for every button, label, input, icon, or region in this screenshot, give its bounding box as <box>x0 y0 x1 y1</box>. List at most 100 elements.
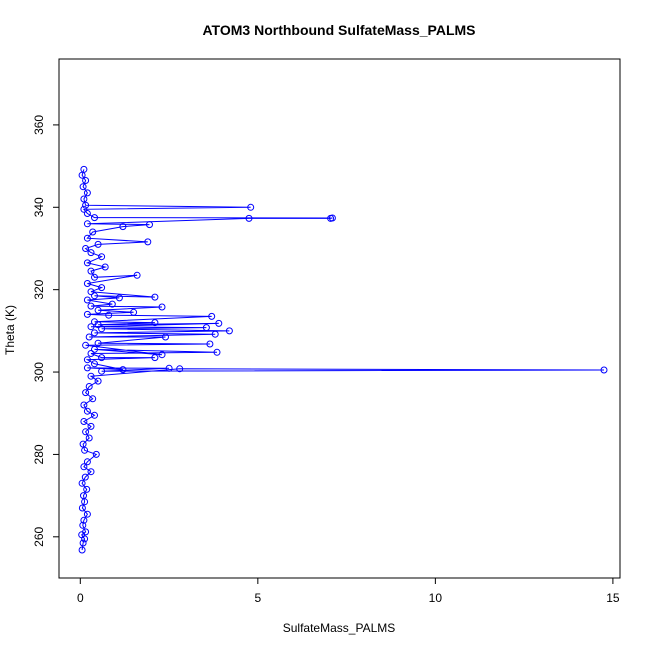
data-point <box>87 372 95 380</box>
data-point <box>133 271 141 279</box>
data-point <box>158 303 166 311</box>
data-point <box>206 340 214 348</box>
data-point <box>211 330 219 338</box>
data-point <box>83 234 91 242</box>
data-point <box>79 539 87 547</box>
data-point <box>78 504 86 512</box>
y-tick-label: 360 <box>32 115 46 135</box>
data-point <box>79 521 87 529</box>
data-point <box>115 294 123 302</box>
data-point <box>80 205 88 213</box>
data-point <box>80 516 88 524</box>
data-point <box>80 401 88 409</box>
data-point <box>245 214 253 222</box>
data-point <box>91 411 98 419</box>
data-point <box>94 377 102 385</box>
data-point <box>98 325 106 333</box>
data-point <box>94 306 102 314</box>
data-point <box>80 492 87 500</box>
data-point <box>130 308 138 316</box>
data-point <box>82 201 90 209</box>
data-point <box>87 249 95 257</box>
data-point <box>80 463 88 471</box>
data-point <box>83 280 91 287</box>
data-point <box>83 259 91 267</box>
data-point <box>328 214 336 222</box>
x-axis-title: SulfateMass_PALMS <box>283 621 396 635</box>
data-point <box>82 177 90 184</box>
data-point <box>87 302 95 310</box>
data-point <box>225 327 233 335</box>
data-point <box>78 546 86 554</box>
data-point <box>83 189 91 197</box>
data-point <box>119 223 127 231</box>
data-point <box>82 389 90 397</box>
data-point <box>91 329 98 337</box>
data-point <box>144 238 152 246</box>
data-point <box>83 510 91 518</box>
data-point <box>91 345 98 353</box>
data-point <box>85 333 93 341</box>
x-tick-label: 15 <box>606 591 620 605</box>
data-point <box>158 351 166 359</box>
data-point <box>87 468 95 476</box>
chart-title: ATOM3 Northbound SulfateMass_PALMS <box>202 22 475 38</box>
data-point <box>98 284 106 292</box>
x-tick-label: 5 <box>254 591 261 605</box>
data-point <box>79 183 87 191</box>
x-tick-label: 10 <box>429 591 443 605</box>
data-point <box>91 292 98 300</box>
data-point <box>83 356 91 364</box>
y-tick-label: 280 <box>32 444 46 464</box>
y-axis-title: Theta (K) <box>3 305 17 355</box>
data-point <box>91 273 98 281</box>
data-point <box>82 245 90 252</box>
data-point <box>105 311 113 319</box>
data-point <box>89 228 97 236</box>
data-point <box>151 293 159 301</box>
data-point <box>162 333 169 341</box>
data-point <box>85 383 93 390</box>
x-axis: 0 5 10 15 <box>77 577 620 605</box>
data-point <box>94 240 102 248</box>
data-point <box>600 366 608 374</box>
data-point <box>81 446 89 454</box>
data-point <box>83 458 91 466</box>
data-point <box>87 267 95 275</box>
data-point <box>82 428 90 436</box>
y-tick-label: 320 <box>32 279 46 299</box>
data-point <box>213 348 221 356</box>
data-point <box>80 195 88 203</box>
data-point <box>92 450 100 458</box>
data-point <box>101 263 109 271</box>
y-tick-label: 300 <box>32 362 46 382</box>
data-point <box>108 300 116 308</box>
data-point <box>83 485 91 493</box>
y-tick-label: 340 <box>32 197 46 217</box>
data-point <box>83 210 91 217</box>
data-point <box>87 422 95 430</box>
data-point <box>176 365 184 373</box>
data-point <box>80 165 88 173</box>
data-point <box>215 319 223 327</box>
data-point <box>83 296 91 304</box>
data-point <box>83 407 91 415</box>
data-point <box>78 479 86 487</box>
data-point <box>91 214 98 222</box>
data-point <box>91 318 98 326</box>
data-point <box>87 350 95 357</box>
x-tick-label: 0 <box>77 591 84 605</box>
data-point <box>202 324 210 332</box>
data-point <box>146 221 153 229</box>
data-point <box>151 354 159 362</box>
data-point <box>80 418 88 425</box>
series-layer <box>78 165 608 554</box>
data-point <box>98 354 106 362</box>
data-point <box>83 220 91 228</box>
data-point <box>82 528 90 536</box>
data-point <box>81 473 89 481</box>
data-point <box>94 339 102 347</box>
